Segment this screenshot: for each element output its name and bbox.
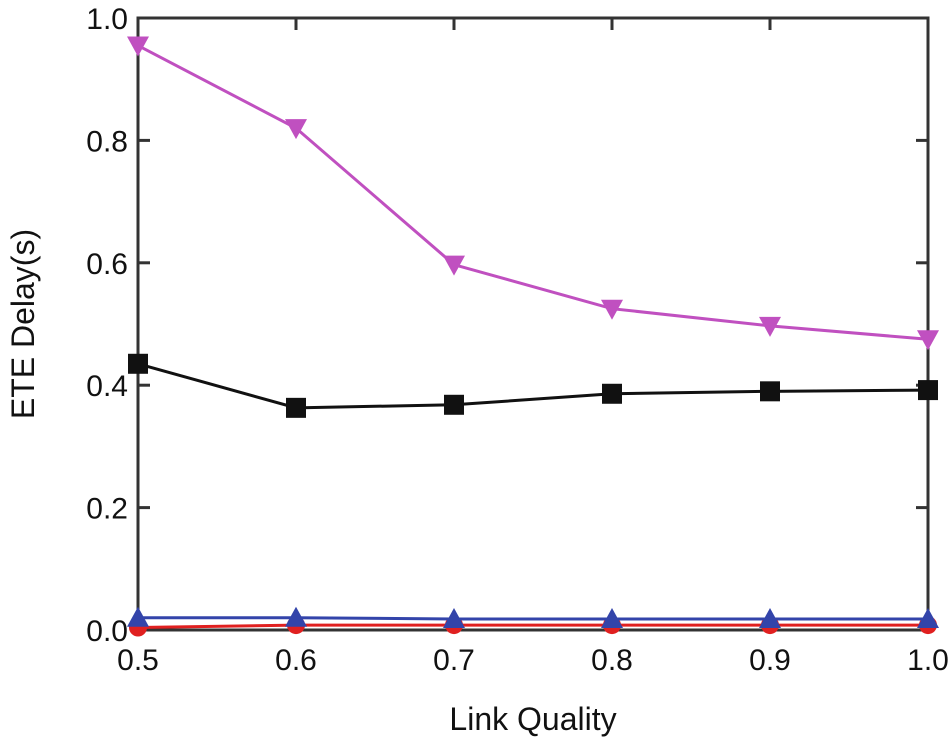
y-tick-label: 0.4 — [86, 370, 128, 403]
series-line — [137, 362, 929, 410]
series-line — [137, 44, 929, 341]
y-tick-label: 0.8 — [86, 125, 128, 158]
data-point — [127, 606, 149, 627]
series-layer — [127, 36, 939, 637]
tick-labels: 0.5 0.6 0.7 0.8 0.9 1.0 0.0 0.2 0.4 0.6 0.8 1.0 — [86, 3, 949, 677]
x-tick-label: 0.8 — [591, 644, 633, 677]
data-point — [128, 353, 148, 374]
data-point — [443, 255, 465, 276]
data-point — [285, 606, 307, 627]
data-point — [601, 299, 623, 320]
data-point — [917, 330, 939, 351]
data-point — [917, 607, 939, 628]
data-point — [759, 316, 781, 337]
data-point — [286, 397, 306, 418]
series-line — [138, 616, 928, 621]
y-tick-label: 1.0 — [86, 3, 128, 36]
y-tick-label: 0.6 — [86, 248, 128, 281]
data-point — [760, 381, 780, 402]
x-tick-label: 0.7 — [433, 644, 475, 677]
x-tick-label: 1.0 — [907, 644, 949, 677]
x-axis-title: Link Quality — [449, 701, 616, 737]
data-point — [759, 607, 781, 628]
x-tick-label: 0.6 — [275, 644, 317, 677]
data-point — [127, 36, 149, 57]
y-tick-label: 0.0 — [86, 615, 128, 648]
data-point — [443, 607, 465, 628]
data-point — [602, 383, 622, 404]
series-triangle-down — [127, 36, 939, 351]
x-tick-label: 0.9 — [749, 644, 791, 677]
y-axis-title: ETE Delay(s) — [5, 229, 41, 419]
y-tick-label: 0.2 — [86, 493, 128, 526]
series-line — [137, 623, 928, 630]
series-square — [128, 353, 938, 418]
plot-frame — [136, 16, 930, 632]
series-triangle-up — [127, 606, 939, 628]
data-point — [918, 380, 938, 401]
axis-ticks — [136, 16, 930, 632]
data-point — [601, 607, 623, 628]
data-point — [285, 119, 307, 140]
data-point — [444, 394, 464, 415]
x-tick-label: 0.5 — [117, 644, 159, 677]
